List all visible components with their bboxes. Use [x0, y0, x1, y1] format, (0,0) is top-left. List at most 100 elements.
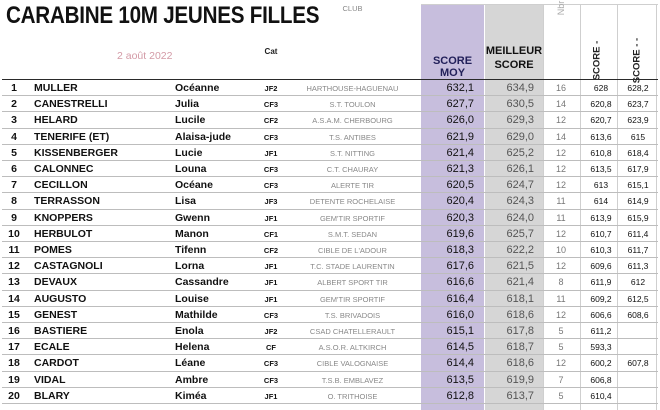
cell-nom: TENERIFE (ET) [34, 130, 110, 143]
cell-club: HARTHOUSE-HAGUENAU [306, 84, 399, 93]
cell-rank: 10 [8, 227, 20, 240]
cell-s2: 615 [630, 131, 646, 142]
column-divider [617, 4, 618, 410]
table-row: 20 BLARY Kiméa JF1 O. TRITHOISE 612,8 613,7 5 61… [0, 388, 660, 404]
cell-club: T.C. STADE LAURENTIN [310, 262, 395, 272]
table-row: 6 CALONNEC Louna CF3 C.T. CHAURAY 621,3 626,1 1… [0, 161, 660, 178]
column-divider [543, 4, 544, 410]
cell-nom: MULLER [34, 82, 78, 94]
table-row: 4 TENERIFE (ET) Alaisa-jude CF3 T.S. ANTIBES… [0, 129, 660, 145]
cell-cat: JF2 [264, 84, 278, 93]
cell-score-moy: 621,9 [446, 130, 474, 143]
cell-nom: TERRASSON [34, 195, 100, 208]
row-separator [2, 321, 658, 323]
header-bottom-line [2, 79, 658, 80]
cell-s2: 617,9 [627, 164, 649, 174]
cell-nom: CANESTRELLI [34, 98, 108, 111]
cell-nom: CARDOT [34, 357, 79, 370]
cell-club: S.T. TOULON [329, 100, 376, 110]
cell-s2: 623,7 [627, 99, 649, 110]
cell-prenom: Helena [175, 341, 210, 354]
cell-prenom: Océane [175, 179, 213, 192]
page-title: CARABINE 10M JEUNES FILLES [6, 2, 320, 29]
cell-cat: CF3 [263, 375, 279, 385]
cell-best: 617,8 [506, 325, 534, 337]
score-moy-column-bg [421, 4, 484, 410]
cell-club: GEM'TIR SPORTIF [319, 294, 386, 304]
cell-rank: 15 [8, 308, 20, 321]
cell-club: CIBLE DE L'ADOUR [318, 246, 387, 255]
cell-prenom: Tifenn [175, 244, 207, 256]
table-row: 2 CANESTRELLI Julia CF3 S.T. TOULON 627,7 630,… [0, 96, 660, 113]
row-separator [2, 305, 658, 307]
table-row: 10 HERBULOT Manon CF1 S.M.T. SEDAN 619,6 625,7… [0, 226, 660, 242]
table-row: 18 CARDOT Léane CF3 CIBLE VALOGNAISE 614,4 618… [0, 355, 660, 372]
cell-s1: 611,9 [590, 277, 612, 288]
table-row: 13 DEVAUX Cassandre JF1 ALBERT SPORT TIR 616,… [0, 274, 660, 291]
cell-score-moy: 621,3 [446, 163, 474, 175]
row-separator [2, 273, 658, 275]
cell-nbr: 12 [555, 147, 566, 158]
cell-rank: 14 [8, 292, 20, 305]
header-nbr: Nbr [556, 0, 566, 16]
cell-rank: 13 [8, 276, 20, 289]
cell-nom: HERBULOT [34, 227, 93, 240]
cell-nom: VIDAL [34, 373, 66, 386]
cell-cat: CF [266, 343, 276, 353]
cell-prenom: Lucile [175, 114, 206, 127]
event-date: 2 août 2022 [117, 50, 173, 62]
cell-s2: 608,6 [627, 309, 649, 320]
cell-s2: 614,9 [627, 196, 649, 207]
cell-club: GEM'TIR SPORTIF [319, 213, 386, 223]
table-row: 7 CECILLON Océane CF3 ALERTE TIR 620,5 624,7 12… [0, 177, 660, 194]
cell-s1: 609,6 [590, 261, 612, 272]
cell-nom: CASTAGNOLI [34, 260, 103, 273]
row-separator [2, 159, 658, 161]
cell-nbr: 12 [555, 309, 566, 320]
cell-best: 618,1 [506, 292, 534, 305]
table-row: 8 TERRASSON Lisa JF3 DETENTE ROCHELAISE 620,4… [0, 193, 660, 210]
cell-best: 624,0 [506, 211, 534, 224]
cell-best: 613,7 [506, 389, 534, 402]
cell-cat: CF3 [263, 310, 279, 320]
table-row: 5 KISSENBERGER Lucie JF1 S.T. NITTING 621,4 62… [0, 145, 660, 161]
header-score-minus: SCORE - [591, 40, 603, 81]
cell-club: A.S.A.M. CHERBOURG [312, 116, 393, 126]
table-row: 15 GENEST Mathilde CF3 T.S. BRIVADOIS 616,0 61… [0, 307, 660, 323]
cell-best: 630,5 [506, 98, 534, 111]
cell-cat: JF3 [264, 197, 278, 207]
cell-prenom: Lucie [175, 146, 203, 159]
cell-score-moy: 621,4 [446, 146, 474, 159]
cell-s2: 628,2 [627, 83, 649, 93]
cell-best: 618,6 [506, 308, 534, 321]
cell-s2: 607,8 [627, 358, 649, 369]
cell-prenom: Julia [175, 98, 199, 111]
cell-nbr: 12 [555, 115, 566, 126]
cell-best: 629,0 [506, 130, 534, 143]
cell-rank: 4 [11, 130, 17, 143]
row-separator [2, 224, 658, 226]
cell-rank: 9 [11, 211, 17, 224]
cell-cat: CF3 [263, 165, 279, 174]
cell-nbr: 10 [555, 245, 566, 255]
cell-s1: 628 [593, 83, 609, 93]
cell-best: 624,3 [506, 195, 534, 208]
cell-club: S.T. NITTING [330, 148, 375, 158]
header-club: CLUB [342, 4, 363, 13]
cell-s1: 600,2 [590, 358, 612, 369]
cell-nom: KNOPPERS [34, 211, 93, 224]
cell-best: 625,7 [506, 227, 534, 240]
header-meilleur-score: MEILLEUR SCORE [485, 44, 543, 72]
row-separator [2, 402, 658, 404]
cell-nbr: 12 [555, 261, 566, 272]
cell-club: DETENTE ROCHELAISE [309, 197, 396, 207]
cell-club: O. TRITHOISE [327, 391, 378, 401]
row-separator [2, 95, 658, 97]
cell-club: T.S.B. EMBLAVEZ [321, 375, 384, 385]
cell-s1: 609,2 [590, 293, 612, 304]
header-score-moy: SCORE MOY [432, 55, 473, 79]
cell-prenom: Cassandre [175, 276, 229, 289]
cell-cat: JF1 [264, 391, 278, 401]
row-separator [2, 370, 658, 372]
cell-s1: 613,9 [590, 212, 612, 223]
